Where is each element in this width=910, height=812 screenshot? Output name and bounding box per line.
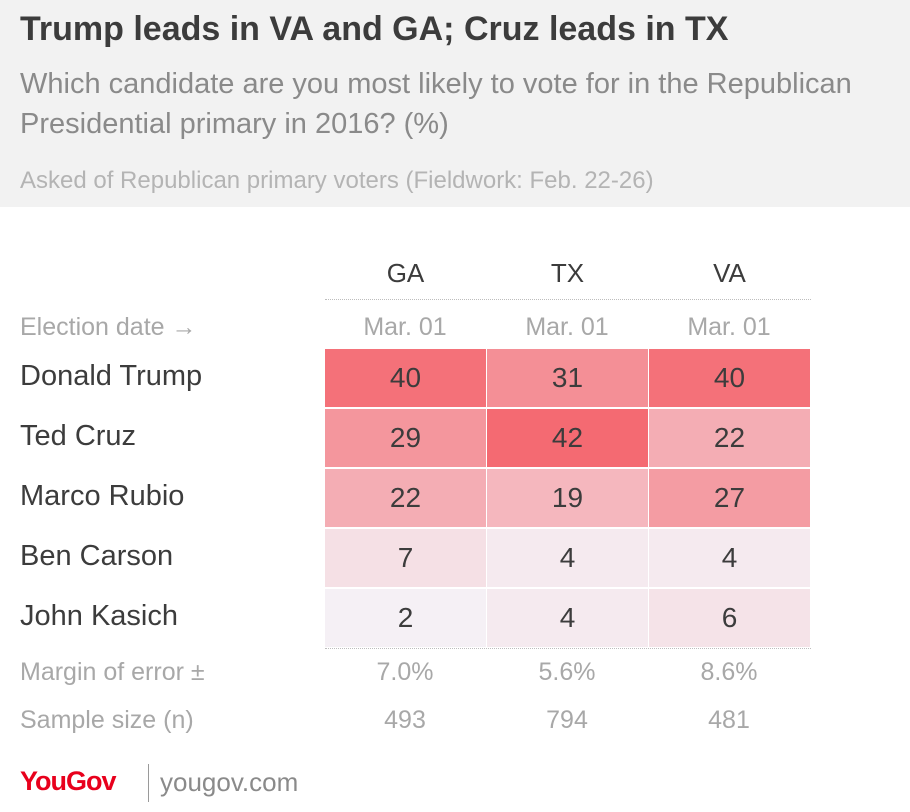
sample-size-label: Sample size (n) (20, 706, 194, 734)
value-cell: 22 (649, 409, 810, 467)
footer-url: yougov.com (160, 767, 299, 797)
chart-note: Asked of Republican primary voters (Fiel… (20, 167, 654, 194)
value-cell: 7 (325, 529, 486, 587)
election-date-value: Mar. 01 (363, 313, 447, 341)
margin-of-error-value: 7.0% (376, 658, 434, 686)
candidate-label: Ted Cruz (20, 420, 137, 452)
margin-of-error-value: 5.6% (538, 658, 596, 686)
election-date-label: Election date → (20, 313, 197, 341)
column-header: GA (386, 258, 425, 288)
value-cell: 6 (649, 589, 810, 647)
candidate-label: Ben Carson (20, 540, 174, 572)
value-cell: 4 (487, 529, 648, 587)
column-header: TX (550, 258, 585, 288)
chart-title: Trump leads in VA and GA; Cruz leads in … (20, 10, 729, 48)
value-cell: 4 (487, 589, 648, 647)
candidate-label: Donald Trump (20, 360, 203, 392)
value-cell: 42 (487, 409, 648, 467)
value-cell: 4 (649, 529, 810, 587)
sample-size-value: 481 (708, 706, 750, 734)
date-divider (325, 648, 811, 649)
value-cell: 22 (325, 469, 486, 527)
header-panel: Trump leads in VA and GA; Cruz leads in … (0, 0, 910, 207)
margin-of-error-value: 8.6% (700, 658, 758, 686)
sample-size-value: 794 (546, 706, 588, 734)
value-cell: 40 (325, 349, 486, 407)
chart-subtitle: Which candidate are you most likely to v… (20, 68, 852, 140)
election-date-value: Mar. 01 (525, 313, 609, 341)
column-header: VA (713, 258, 746, 288)
footer-divider (148, 764, 149, 802)
value-cell: 19 (487, 469, 648, 527)
sample-size-value: 493 (384, 706, 426, 734)
value-cell: 31 (487, 349, 648, 407)
candidate-label: Marco Rubio (20, 480, 185, 512)
candidate-label: John Kasich (20, 600, 178, 632)
value-cell: 40 (649, 349, 810, 407)
election-date-value: Mar. 01 (687, 313, 771, 341)
header-divider (325, 299, 811, 300)
yougov-logo: YouGov (20, 766, 117, 796)
value-cell: 2 (325, 589, 486, 647)
value-cell: 29 (325, 409, 486, 467)
value-cell: 27 (649, 469, 810, 527)
margin-of-error-label: Margin of error ± (20, 658, 205, 686)
